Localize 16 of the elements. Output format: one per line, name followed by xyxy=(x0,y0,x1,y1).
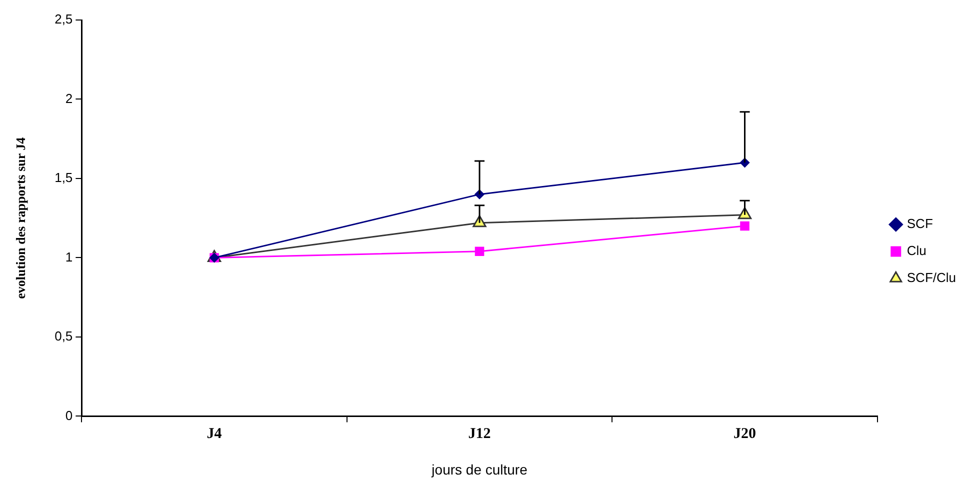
point xyxy=(474,246,484,256)
legend-label: SCF xyxy=(906,216,933,232)
y-tick-label: 2 xyxy=(65,90,73,106)
x-tick-label: J12 xyxy=(468,426,491,442)
x-tick-label: J20 xyxy=(734,426,756,442)
y-tick-label: 0 xyxy=(65,408,73,423)
x-axis-title: jours de culture xyxy=(430,461,528,478)
y-axis-title: evolution des rapports sur J4 xyxy=(13,136,28,299)
legend-label: Clu xyxy=(906,243,926,258)
x-tick-label: J4 xyxy=(206,426,222,442)
y-tick-label: 1 xyxy=(65,249,73,264)
y-tick-label: 1,5 xyxy=(54,170,73,186)
y-tick-label: 2,5 xyxy=(54,12,73,27)
y-tick-label: 0,5 xyxy=(54,328,73,344)
point xyxy=(740,221,750,231)
legend-label: SCF/Clu xyxy=(906,270,956,286)
